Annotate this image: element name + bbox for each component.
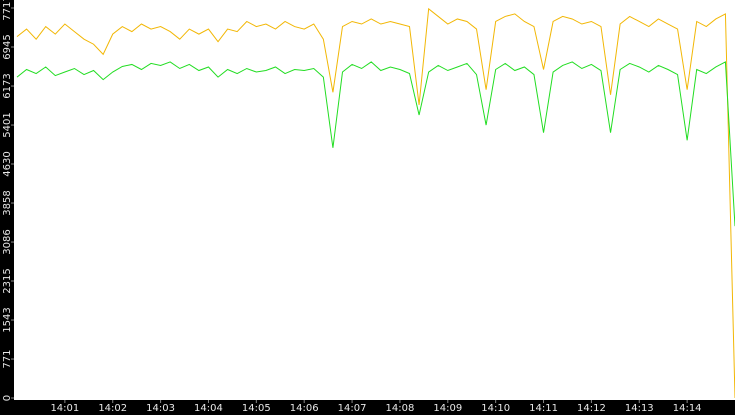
x-tick-label: 14:07 bbox=[338, 403, 367, 414]
x-tick-label: 14:12 bbox=[577, 403, 606, 414]
y-tick-label: 6945 bbox=[2, 34, 13, 59]
x-tick-label: 14:01 bbox=[50, 403, 79, 414]
x-tick-label: 14:03 bbox=[146, 403, 175, 414]
y-tick-label: 2315 bbox=[2, 268, 13, 293]
x-tick-label: 14:02 bbox=[98, 403, 127, 414]
x-tick-label: 14:13 bbox=[625, 403, 654, 414]
y-tick-label: 3858 bbox=[2, 190, 13, 215]
x-axis-strip bbox=[0, 400, 735, 415]
series-line bbox=[16, 7, 735, 399]
y-tick-label: 4630 bbox=[2, 151, 13, 176]
y-tick-label: 3086 bbox=[2, 229, 13, 254]
x-tick-label: 14:06 bbox=[290, 403, 319, 414]
x-tick-label: 14:08 bbox=[386, 403, 415, 414]
y-tick-label: 5401 bbox=[2, 112, 13, 137]
x-tick-label: 14:09 bbox=[433, 403, 462, 414]
y-tick-label: 1543 bbox=[2, 307, 13, 332]
x-tick-label: 14:14 bbox=[673, 403, 702, 414]
x-tick-label: 14:05 bbox=[242, 403, 271, 414]
x-tick-label: 14:11 bbox=[529, 403, 558, 414]
y-tick-label: 771 bbox=[2, 349, 13, 368]
y-axis-strip bbox=[0, 0, 14, 415]
y-tick-label: 0 bbox=[2, 395, 13, 401]
y-tick-label: 6173 bbox=[2, 73, 13, 98]
y-tick-label: 7717 bbox=[2, 0, 13, 21]
series-line bbox=[16, 61, 735, 227]
x-tick-label: 14:04 bbox=[194, 403, 223, 414]
x-tick-label: 14:10 bbox=[481, 403, 510, 414]
